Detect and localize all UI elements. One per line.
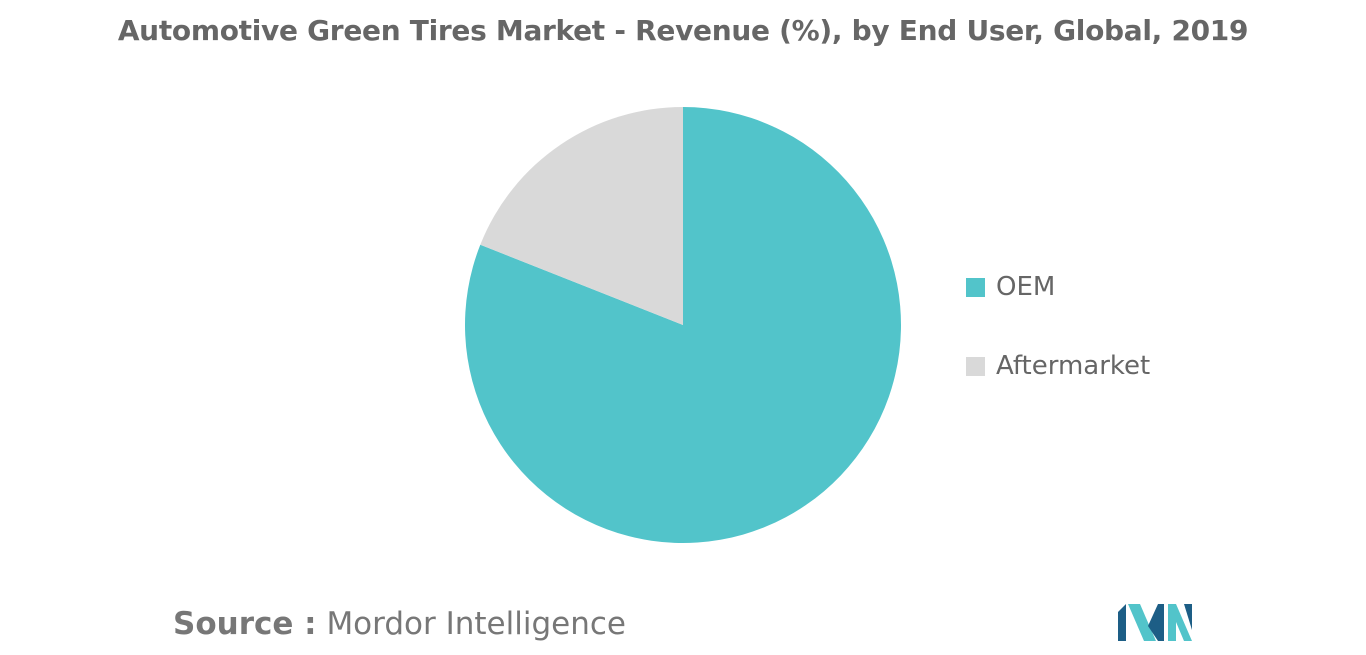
- legend-label-oem: OEM: [996, 272, 1056, 302]
- source-label: Source :: [173, 606, 317, 642]
- pie-slice-oem: [464, 107, 902, 544]
- legend-item-aftermarket: Aftermarket: [966, 349, 1150, 383]
- source-credit: Source : Mordor Intelligence: [173, 606, 626, 642]
- logo-shape-5: [1184, 604, 1192, 630]
- pie-slice-aftermarket: [480, 107, 683, 325]
- legend-label-aftermarket: Aftermarket: [996, 351, 1151, 381]
- logo-shape-1: [1118, 604, 1126, 641]
- logo-shape-4: [1168, 604, 1192, 641]
- mordor-intelligence-logo: [1118, 604, 1192, 641]
- legend-swatch-oem: [966, 277, 985, 297]
- legend-item-oem: OEM: [966, 270, 1150, 304]
- logo-shape-3: [1148, 604, 1164, 641]
- legend: OEM Aftermarket: [966, 270, 1150, 428]
- source-text: Mordor Intelligence: [326, 606, 626, 642]
- logo-shape-2: [1128, 604, 1156, 641]
- legend-swatch-aftermarket: [966, 356, 985, 376]
- chart-title: Automotive Green Tires Market - Revenue …: [117, 14, 1249, 47]
